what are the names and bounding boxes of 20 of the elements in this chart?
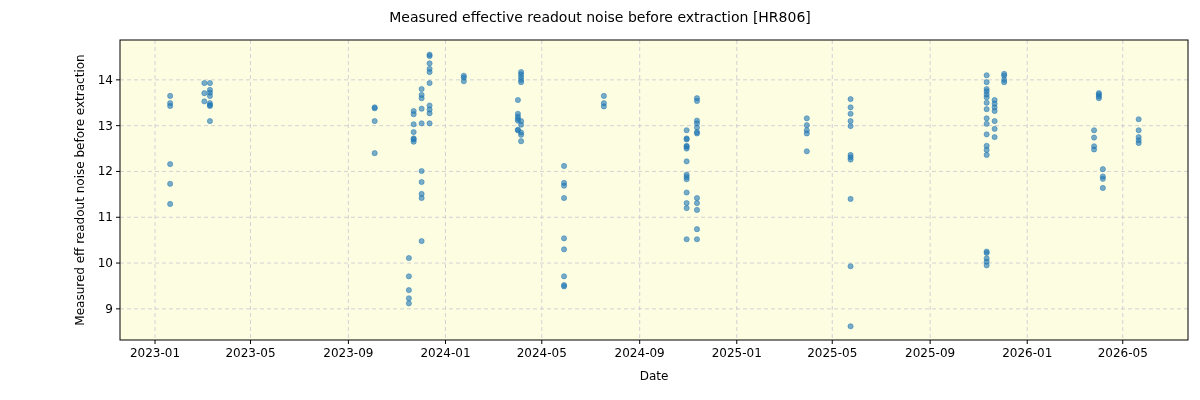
x-tick-label: 2023-01 <box>129 346 181 360</box>
x-tick-label: 2026-01 <box>1002 346 1053 360</box>
y-tick-label: 14 <box>97 72 113 87</box>
y-tick-label: 9 <box>105 301 113 316</box>
x-tick-label: 2024-01 <box>420 346 471 360</box>
y-axis-title: Measured eff readout noise before extraction <box>73 54 87 326</box>
x-tick-label: 2024-09 <box>614 346 665 360</box>
x-tick-label: 2025-01 <box>711 346 762 360</box>
y-tick-label: 10 <box>97 256 113 271</box>
y-tick-label: 11 <box>97 210 113 225</box>
x-tick-label: 2024-05 <box>516 346 567 360</box>
x-tick-label: 2023-05 <box>225 346 276 360</box>
y-tick-label: 12 <box>97 164 113 179</box>
x-tick-label: 2026-05 <box>1097 346 1148 360</box>
x-tick-label: 2023-09 <box>323 346 374 360</box>
y-tick-label: 13 <box>97 118 113 133</box>
x-tick-label: 2025-09 <box>905 346 956 360</box>
x-tick-label: 2025-05 <box>807 346 858 360</box>
x-axis-title: Date <box>639 369 669 383</box>
chart-title: Measured effective readout noise before extraction [HR806] <box>389 9 811 25</box>
